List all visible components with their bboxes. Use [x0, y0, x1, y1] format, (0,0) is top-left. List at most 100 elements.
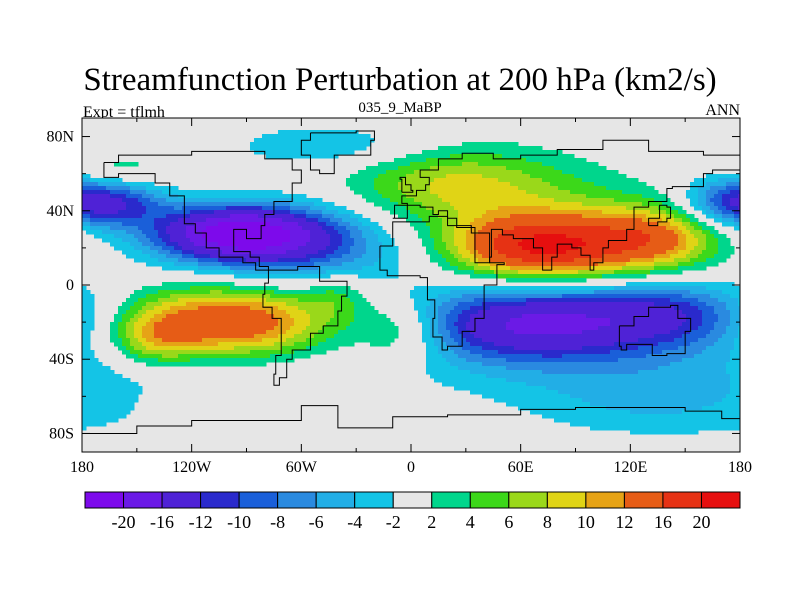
field-cell	[546, 234, 551, 239]
field-cell	[202, 234, 207, 239]
field-cell	[470, 250, 475, 255]
field-cell	[350, 186, 355, 191]
field-cell	[494, 206, 499, 211]
field-cell	[666, 234, 671, 239]
field-cell	[710, 190, 715, 195]
field-cell	[702, 250, 707, 255]
field-cell	[418, 222, 423, 227]
field-cell	[382, 230, 387, 235]
field-cell	[574, 202, 579, 207]
field-cell	[638, 246, 643, 251]
field-cell	[602, 286, 607, 291]
field-cell	[598, 170, 603, 175]
field-cell	[410, 166, 415, 171]
field-cell	[326, 246, 331, 251]
field-cell	[146, 182, 151, 187]
field-cell	[494, 218, 499, 223]
field-cell	[506, 174, 511, 179]
field-cell	[214, 234, 219, 239]
field-cell	[106, 198, 111, 203]
field-cell	[554, 178, 559, 183]
field-cell	[170, 190, 175, 195]
field-cell	[346, 294, 351, 299]
field-cell	[738, 186, 740, 191]
field-cell	[118, 190, 123, 195]
field-cell	[94, 222, 99, 227]
field-cell	[270, 226, 275, 231]
field-cell	[578, 226, 583, 231]
field-cell	[570, 286, 575, 291]
field-cell	[594, 286, 599, 291]
field-cell	[518, 186, 523, 191]
field-cell	[354, 298, 359, 303]
field-cell	[554, 302, 559, 307]
field-cell	[698, 198, 703, 203]
field-cell	[598, 202, 603, 207]
field-cell	[194, 222, 199, 227]
field-cell	[146, 286, 151, 291]
field-cell	[422, 182, 427, 187]
field-cell	[466, 170, 471, 175]
field-cell	[278, 138, 283, 143]
field-cell	[306, 306, 311, 311]
field-cell	[346, 302, 351, 307]
field-cell	[294, 150, 299, 155]
field-cell	[494, 242, 499, 247]
field-cell	[458, 298, 463, 303]
field-cell	[326, 138, 331, 143]
field-cell	[482, 238, 487, 243]
field-cell	[498, 174, 503, 179]
field-cell	[466, 270, 471, 275]
field-cell	[478, 290, 483, 295]
field-cell	[258, 230, 263, 235]
field-cell	[202, 230, 207, 235]
field-cell	[434, 162, 439, 167]
field-cell	[422, 294, 427, 299]
field-cell	[470, 290, 475, 295]
field-cell	[146, 306, 151, 311]
field-cell	[226, 202, 231, 207]
field-cell	[474, 306, 479, 311]
field-cell	[702, 254, 707, 259]
field-cell	[222, 194, 227, 199]
field-cell	[554, 182, 559, 187]
field-cell	[406, 162, 411, 167]
field-cell	[182, 190, 187, 195]
field-cell	[182, 282, 187, 287]
field-cell	[210, 202, 215, 207]
field-cell	[358, 302, 363, 307]
field-cell	[254, 238, 259, 243]
field-cell	[310, 154, 315, 159]
field-cell	[222, 202, 227, 207]
field-cell	[282, 202, 287, 207]
field-cell	[506, 234, 511, 239]
field-cell	[678, 282, 683, 287]
field-cell	[602, 258, 607, 263]
field-cell	[698, 254, 703, 259]
field-cell	[614, 286, 619, 291]
field-cell	[262, 214, 267, 219]
field-cell	[314, 202, 319, 207]
field-cell	[522, 262, 527, 267]
field-cell	[634, 254, 639, 259]
field-cell	[650, 258, 655, 263]
field-cell	[226, 194, 231, 199]
field-cell	[186, 262, 191, 267]
field-cell	[162, 286, 167, 291]
field-cell	[262, 306, 267, 311]
field-cell	[618, 306, 623, 311]
field-cell	[254, 146, 259, 151]
field-cell	[174, 238, 179, 243]
field-cell	[390, 170, 395, 175]
field-cell	[422, 222, 427, 227]
field-cell	[178, 202, 183, 207]
field-cell	[694, 190, 699, 195]
field-cell	[454, 194, 459, 199]
field-cell	[590, 210, 595, 215]
field-cell	[646, 250, 651, 255]
field-cell	[550, 222, 555, 227]
field-cell	[102, 202, 107, 207]
field-cell	[482, 218, 487, 223]
field-cell	[262, 266, 267, 271]
field-cell	[246, 206, 251, 211]
